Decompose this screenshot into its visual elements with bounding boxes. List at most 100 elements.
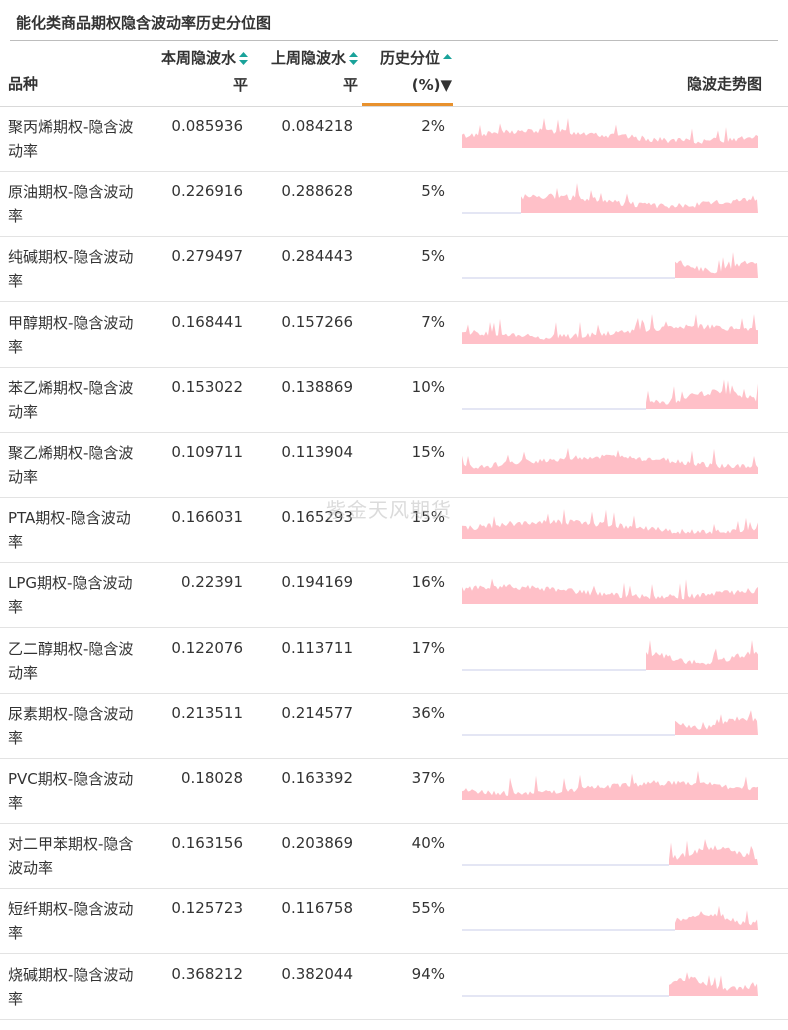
sparkline-area	[646, 379, 758, 409]
current-iv-value: 0.226916	[171, 182, 243, 201]
watermark: 紫金天风期货	[326, 498, 452, 522]
percentile-value: 10%	[411, 377, 445, 396]
column-header-previous-label: 上周隐波水	[270, 49, 346, 67]
percentile-value: 55%	[411, 899, 445, 918]
variety-name: 尿素期权-隐含波动率	[8, 704, 134, 747]
sparkline-area	[521, 183, 758, 214]
table-row[interactable]: 甲醇期权-隐含波动率 0.168441 0.157266 7%	[0, 303, 788, 368]
previous-iv-value: 0.113711	[281, 638, 353, 657]
table-header: 品种 本周隐波水 平 上周隐波水 平 历史分位 (%)▼ 隐波走势图	[0, 41, 788, 107]
table-row[interactable]: LPG期权-隐含波动率 0.22391 0.194169 16%	[0, 563, 788, 629]
column-header-previous[interactable]: 上周隐波水 平	[258, 45, 358, 99]
current-iv-value: 0.368212	[171, 964, 243, 983]
previous-iv-value: 0.163392	[281, 769, 353, 787]
variety-name: 烧碱期权-隐含波动率	[8, 965, 134, 1008]
row-divider	[0, 431, 788, 433]
table-row[interactable]: PTA期权-隐含波动率 0.166031 0.165293 15%	[0, 498, 788, 564]
row-divider	[0, 953, 788, 955]
sparkline-area	[462, 313, 758, 344]
variety-name: 聚丙烯期权-隐含波动率	[8, 118, 134, 160]
variety-name: 纯碱期权-隐含波动率	[8, 248, 134, 291]
current-iv-value: 0.153022	[171, 377, 243, 396]
variety-name: 原油期权-隐含波动率	[8, 183, 134, 226]
sparkline-area	[462, 118, 758, 148]
previous-iv-value: 0.194169	[281, 573, 353, 592]
iv-sparkline	[462, 183, 758, 214]
iv-sparkline	[462, 379, 758, 410]
sparkline-area	[646, 639, 758, 670]
row-divider	[0, 497, 788, 498]
iv-sparkline	[462, 118, 758, 148]
table-row[interactable]: PVC期权-隐含波动率 0.18028 0.163392 37%	[0, 759, 788, 824]
header-divider	[0, 106, 788, 107]
current-iv-value: 0.168441	[171, 312, 243, 331]
previous-iv-value: 0.138869	[281, 377, 353, 396]
iv-sparkline	[462, 509, 758, 540]
sparkline-area	[462, 770, 758, 800]
variety-name: 甲醇期权-隐含波动率	[8, 313, 134, 356]
previous-iv-value: 0.084218	[281, 117, 353, 135]
page-title: 能化类商品期权隐含波动率历史分位图	[16, 14, 272, 32]
table-row[interactable]: 乙二醇期权-隐含波动率 0.122076 0.113711 17%	[0, 629, 788, 694]
table-row[interactable]: 原油期权-隐含波动率 0.226916 0.288628 5%	[0, 172, 788, 238]
iv-sparkline	[462, 252, 758, 279]
percentile-value: 5%	[421, 247, 445, 266]
sort-toggle-icon[interactable]	[349, 52, 358, 65]
table-row[interactable]: 纯碱期权-隐含波动率 0.279497 0.284443 5%	[0, 237, 788, 303]
column-header-percentile-label-2: (%)▼	[411, 76, 452, 94]
sparkline-area	[462, 509, 758, 540]
previous-iv-value: 0.203869	[281, 834, 353, 853]
iv-sparkline	[462, 971, 758, 997]
iv-sparkline	[462, 709, 758, 736]
current-iv-value: 0.122076	[171, 638, 243, 657]
row-divider	[0, 366, 788, 368]
title-divider	[10, 40, 778, 41]
current-iv-value: 0.166031	[171, 508, 243, 527]
sparkline-area	[675, 709, 758, 735]
table-row[interactable]: 短纤期权-隐含波动率 0.125723 0.116758 55%	[0, 889, 788, 955]
previous-iv-value: 0.288628	[281, 182, 353, 201]
row-divider	[0, 236, 788, 238]
variety-name: 短纤期权-隐含波动率	[8, 900, 134, 943]
table-row[interactable]: 对二甲苯期权-隐含波动率 0.163156 0.203869 40%	[0, 824, 788, 890]
column-header-trend: 隐波走势图	[686, 75, 762, 93]
sparkline-area	[669, 971, 758, 996]
row-divider	[0, 888, 788, 890]
row-divider	[0, 757, 788, 759]
iv-sparkline	[462, 447, 758, 474]
table-row[interactable]: 烧碱期权-隐含波动率 0.368212 0.382044 94%	[0, 955, 788, 1020]
sparkline-area	[675, 252, 758, 279]
table-row[interactable]: 尿素期权-隐含波动率 0.213511 0.214577 36%	[0, 694, 788, 759]
current-iv-value: 0.279497	[171, 247, 243, 266]
variety-name: 对二甲苯期权-隐含波动率	[8, 835, 134, 878]
table-row[interactable]: 苯乙烯期权-隐含波动率 0.153022 0.138869 10%	[0, 368, 788, 433]
column-header-current-label: 本周隐波水	[160, 49, 236, 67]
percentile-value: 40%	[411, 834, 445, 853]
row-divider	[0, 301, 788, 303]
previous-iv-value: 0.116758	[281, 899, 353, 918]
previous-iv-value: 0.284443	[281, 247, 353, 266]
previous-iv-value: 0.214577	[281, 703, 353, 722]
previous-iv-value: 0.113904	[281, 443, 353, 461]
current-iv-value: 0.085936	[171, 117, 243, 135]
sparkline-area	[462, 578, 758, 605]
table-row[interactable]: 聚丙烯期权-隐含波动率 0.085936 0.084218 2%	[0, 107, 788, 172]
row-divider	[0, 692, 788, 694]
table-row[interactable]: 聚乙烯期权-隐含波动率 0.109711 0.113904 15%	[0, 433, 788, 498]
variety-name: 苯乙烯期权-隐含波动率	[8, 378, 134, 421]
column-header-name: 品种	[8, 75, 39, 93]
row-divider	[0, 627, 788, 629]
row-divider	[0, 823, 788, 824]
column-header-current[interactable]: 本周隐波水 平	[148, 45, 248, 99]
current-iv-value: 0.22391	[180, 573, 243, 592]
percentile-value: 37%	[411, 769, 445, 787]
sort-ascending-icon[interactable]	[443, 52, 452, 65]
percentile-value: 2%	[421, 117, 445, 135]
column-header-percentile[interactable]: 历史分位 (%)▼	[362, 45, 452, 99]
percentile-value: 16%	[411, 573, 445, 592]
percentile-value: 15%	[411, 443, 445, 461]
current-iv-value: 0.213511	[171, 703, 243, 722]
current-iv-value: 0.125723	[171, 899, 243, 918]
column-header-previous-label-2: 平	[342, 76, 358, 94]
sort-toggle-icon[interactable]	[239, 52, 248, 65]
